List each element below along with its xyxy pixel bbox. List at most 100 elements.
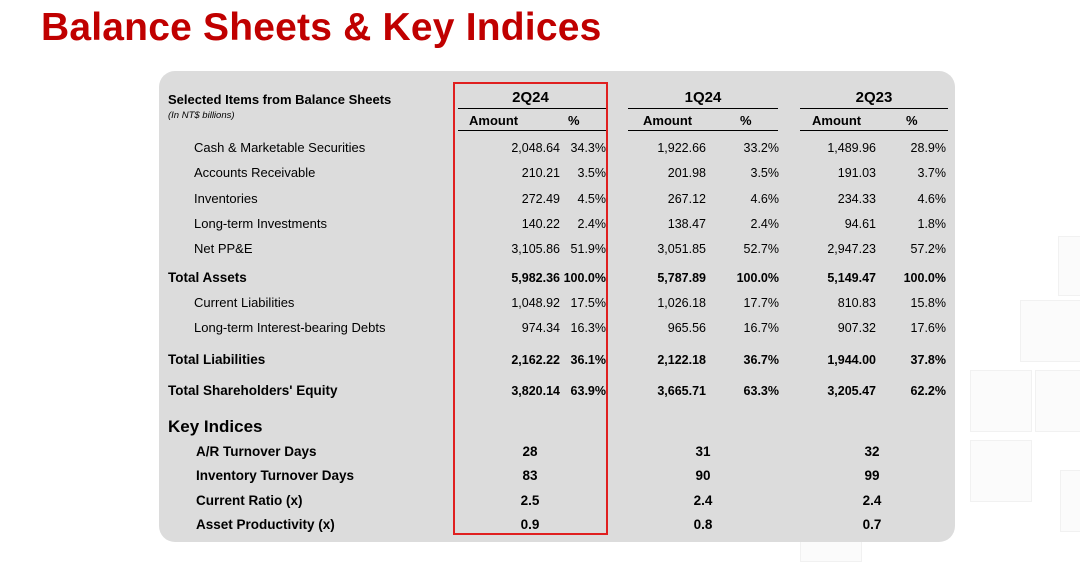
- quarter-header-2q24: 2Q24: [512, 89, 549, 106]
- amount-header: Amount: [469, 113, 519, 128]
- header-rule: [800, 130, 948, 131]
- row-label: Long-term Investments: [194, 216, 327, 231]
- decoration-square: [970, 440, 1032, 502]
- decoration-square: [800, 540, 862, 562]
- key-index-value: 0.9: [520, 517, 540, 532]
- balance-sheet-panel: [159, 71, 955, 542]
- header-rule: [628, 108, 778, 109]
- amount-cell: 1,922.66: [657, 141, 706, 155]
- quarter-header-1q24: 1Q24: [684, 89, 722, 106]
- percent-cell: 3.5%: [577, 166, 607, 180]
- amount-cell: 234.33: [837, 192, 876, 206]
- row-label: Long-term Interest-bearing Debts: [194, 320, 386, 335]
- amount-cell: 5,787.89: [657, 271, 706, 285]
- amount-cell: 5,149.47: [827, 271, 876, 285]
- percent-cell: 36.1%: [570, 353, 606, 367]
- percent-cell: 63.3%: [743, 384, 779, 398]
- amount-cell: 2,162.22: [511, 353, 560, 367]
- amount-header: Amount: [812, 113, 862, 128]
- percent-cell: 62.2%: [910, 384, 946, 398]
- amount-cell: 3,205.47: [827, 384, 876, 398]
- percent-cell: 4.6%: [750, 192, 780, 206]
- header-rule: [458, 108, 606, 109]
- units-note: (In NT$ billions): [168, 110, 235, 121]
- key-indices-title: Key Indices: [168, 417, 263, 436]
- percent-cell: 63.9%: [570, 384, 606, 398]
- amount-cell: 1,048.92: [511, 296, 560, 310]
- amount-cell: 2,947.23: [827, 242, 876, 256]
- key-index-value: 2.4: [862, 493, 882, 508]
- amount-cell: 191.03: [837, 166, 876, 180]
- percent-cell: 36.7%: [743, 353, 779, 367]
- key-index-value: 0.8: [693, 517, 713, 532]
- key-index-label: Current Ratio (x): [196, 493, 303, 508]
- amount-cell: 810.83: [837, 296, 876, 310]
- row-label: Inventories: [194, 191, 258, 206]
- percent-cell: 100.0%: [736, 271, 779, 285]
- pct-header: %: [740, 113, 752, 128]
- header-rule: [800, 108, 948, 109]
- amount-cell: 3,665.71: [657, 384, 706, 398]
- amount-cell: 3,051.85: [657, 242, 706, 256]
- percent-cell: 52.7%: [743, 242, 779, 256]
- amount-cell: 138.47: [667, 217, 706, 231]
- key-index-label: Inventory Turnover Days: [196, 468, 355, 483]
- percent-cell: 17.7%: [743, 296, 779, 310]
- page-title: Balance Sheets & Key Indices: [41, 6, 602, 49]
- percent-cell: 28.9%: [910, 141, 946, 155]
- percent-cell: 33.2%: [743, 141, 779, 155]
- header-rule: [628, 130, 778, 131]
- percent-cell: 2.4%: [750, 217, 780, 231]
- percent-cell: 1.8%: [917, 217, 947, 231]
- key-index-value: 32: [864, 444, 880, 459]
- quarter-header-2q23: 2Q23: [855, 89, 893, 106]
- row-label: Net PP&E: [194, 241, 253, 256]
- amount-cell: 272.49: [521, 192, 560, 206]
- percent-cell: 15.8%: [910, 296, 946, 310]
- percent-cell: 2.4%: [577, 217, 607, 231]
- percent-cell: 4.6%: [917, 192, 947, 206]
- percent-cell: 100.0%: [563, 271, 606, 285]
- key-index-value: 2.5: [520, 493, 540, 508]
- decoration-square: [970, 370, 1032, 432]
- amount-cell: 201.98: [667, 166, 706, 180]
- percent-cell: 57.2%: [910, 242, 946, 256]
- decoration-square: [1035, 370, 1080, 432]
- decoration-square: [1058, 236, 1080, 296]
- amount-cell: 907.32: [837, 321, 876, 335]
- key-index-value: 83: [522, 468, 538, 483]
- row-label: Current Liabilities: [194, 295, 295, 310]
- percent-cell: 17.6%: [910, 321, 946, 335]
- key-index-value: 28: [522, 444, 538, 459]
- key-index-label: A/R Turnover Days: [196, 444, 317, 459]
- percent-cell: 51.9%: [570, 242, 606, 256]
- row-label: Total Liabilities: [168, 352, 266, 367]
- percent-cell: 4.5%: [577, 192, 607, 206]
- percent-cell: 34.3%: [570, 141, 606, 155]
- percent-cell: 3.5%: [750, 166, 780, 180]
- key-index-value: 31: [695, 444, 711, 459]
- amount-cell: 1,489.96: [827, 141, 876, 155]
- amount-cell: 3,820.14: [511, 384, 560, 398]
- amount-cell: 267.12: [667, 192, 706, 206]
- row-label: Total Shareholders' Equity: [168, 383, 338, 398]
- amount-cell: 965.56: [667, 321, 706, 335]
- amount-cell: 5,982.36: [511, 271, 560, 285]
- key-index-value: 0.7: [862, 517, 882, 532]
- percent-cell: 3.7%: [917, 166, 947, 180]
- key-index-value: 99: [864, 468, 880, 483]
- pct-header: %: [906, 113, 918, 128]
- amount-cell: 1,944.00: [827, 353, 876, 367]
- percent-cell: 100.0%: [903, 271, 946, 285]
- amount-cell: 2,048.64: [511, 141, 560, 155]
- amount-cell: 210.21: [521, 166, 560, 180]
- pct-header: %: [568, 113, 580, 128]
- amount-header: Amount: [643, 113, 693, 128]
- percent-cell: 37.8%: [910, 353, 946, 367]
- percent-cell: 16.7%: [743, 321, 779, 335]
- highlight-box-2q24: [453, 82, 608, 535]
- decoration-square: [1020, 300, 1080, 362]
- key-index-value: 90: [695, 468, 711, 483]
- amount-cell: 3,105.86: [511, 242, 560, 256]
- key-index-label: Asset Productivity (x): [196, 517, 335, 532]
